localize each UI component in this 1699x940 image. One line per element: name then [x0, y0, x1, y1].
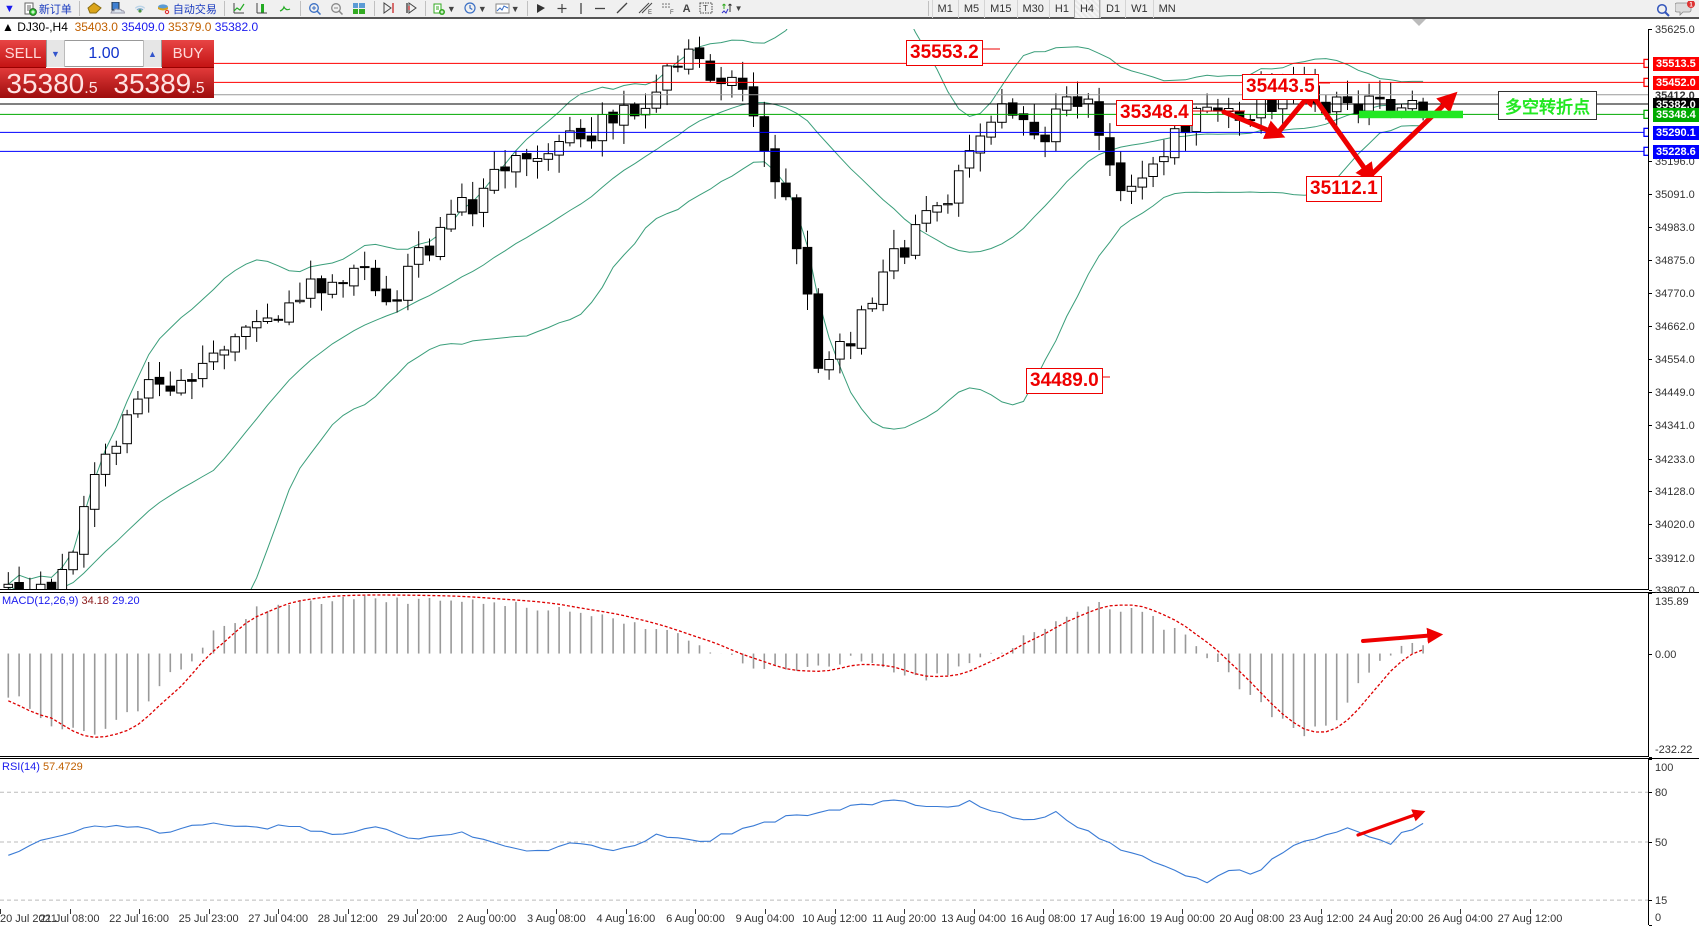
- svg-text:E: E: [648, 10, 652, 15]
- svg-text:F: F: [670, 10, 674, 15]
- svg-text:T: T: [703, 4, 708, 13]
